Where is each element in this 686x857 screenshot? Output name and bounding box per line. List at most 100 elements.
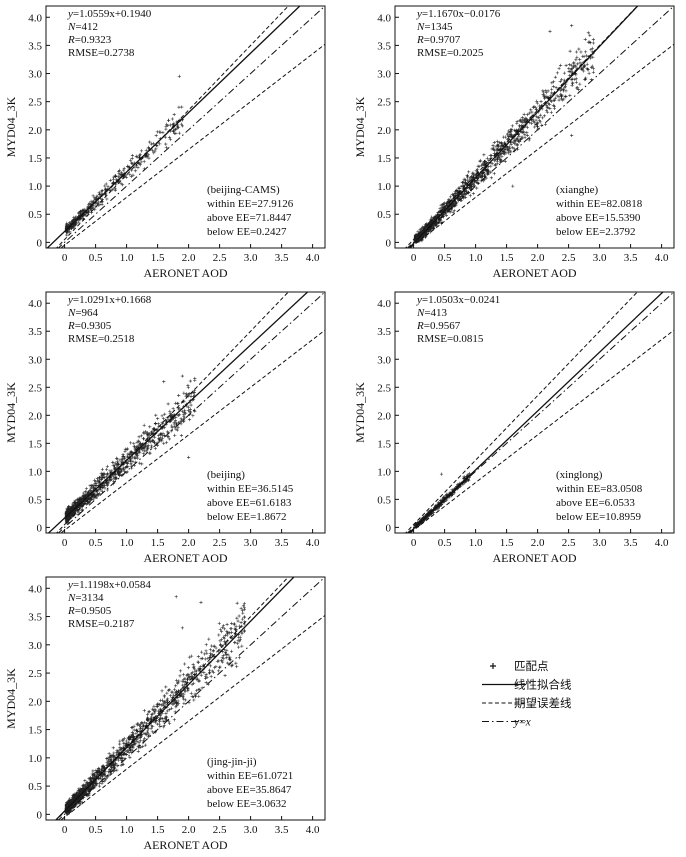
match-point	[153, 708, 157, 712]
match-point	[150, 730, 154, 734]
match-point	[114, 476, 118, 480]
y-tick-label: 0	[37, 809, 43, 821]
match-point	[72, 217, 76, 221]
match-point	[129, 441, 133, 445]
match-point	[220, 626, 224, 630]
match-point	[186, 689, 190, 693]
match-point	[103, 193, 107, 197]
match-point	[123, 449, 127, 453]
match-point	[170, 424, 174, 428]
match-point	[225, 629, 229, 633]
y-axis-label: MYD04_3K	[4, 382, 18, 443]
x-axis-label: AERONET AOD	[143, 838, 227, 852]
match-point	[490, 147, 494, 151]
match-point	[237, 635, 241, 639]
match-point	[226, 653, 230, 657]
match-point	[576, 88, 581, 92]
match-point	[420, 230, 424, 234]
match-point	[551, 84, 555, 89]
match-point	[548, 29, 552, 33]
match-point	[235, 664, 239, 669]
match-point	[581, 54, 585, 58]
match-point	[562, 71, 566, 75]
match-point	[165, 709, 170, 713]
match-point	[591, 70, 595, 74]
match-point	[148, 140, 152, 144]
match-point	[182, 679, 186, 683]
legend-label: y=x	[513, 717, 532, 729]
match-point	[558, 79, 562, 84]
match-point	[168, 137, 172, 142]
match-point	[156, 702, 160, 706]
match-point	[555, 94, 559, 98]
match-point	[185, 673, 190, 677]
match-point	[221, 653, 225, 658]
match-point	[516, 140, 521, 144]
match-point	[205, 651, 209, 655]
match-point	[134, 154, 138, 158]
match-point	[230, 630, 234, 635]
match-point	[139, 745, 143, 749]
match-point	[187, 418, 192, 422]
match-point	[83, 489, 88, 494]
match-point	[583, 37, 587, 41]
y-tick-label: 2.0	[28, 410, 42, 422]
match-point	[105, 197, 109, 201]
y-tick-label: 3.0	[28, 69, 42, 81]
match-point	[503, 159, 507, 163]
sample-count: N=1345	[416, 21, 453, 33]
x-tick-label: 2.5	[562, 252, 576, 264]
match-point	[467, 186, 471, 190]
x-tick-label: 1.0	[469, 537, 483, 549]
match-point	[164, 142, 168, 146]
match-point	[79, 802, 83, 806]
match-point	[86, 490, 91, 494]
match-point	[158, 438, 162, 442]
match-point	[584, 50, 588, 54]
match-point	[199, 600, 203, 605]
match-point	[185, 677, 189, 681]
match-point	[229, 621, 234, 626]
rmse: RMSE=0.2738	[68, 47, 135, 59]
match-point	[562, 78, 566, 82]
match-point	[120, 457, 124, 461]
y-tick-label: 3.5	[377, 326, 391, 338]
rmse: RMSE=0.2187	[68, 618, 135, 630]
match-point	[179, 417, 183, 421]
match-point	[209, 674, 213, 679]
y-tick-label: 4.0	[28, 12, 42, 24]
match-point	[541, 90, 546, 94]
match-point	[199, 673, 203, 677]
match-point	[98, 192, 102, 196]
legend-item-dashdot: y=x	[482, 717, 532, 729]
match-point	[437, 505, 441, 509]
match-point	[131, 173, 135, 177]
match-point	[123, 743, 127, 747]
match-point	[150, 712, 154, 716]
y-tick-label: 2.5	[28, 97, 42, 109]
match-point	[105, 467, 109, 471]
match-point	[516, 133, 520, 137]
y-tick-label: 3.0	[28, 640, 42, 652]
match-point	[168, 123, 172, 127]
match-point	[242, 607, 246, 612]
match-point	[92, 196, 97, 200]
match-point	[471, 171, 475, 175]
match-point	[519, 136, 523, 140]
match-point	[553, 98, 557, 103]
match-point	[65, 507, 70, 511]
match-point	[130, 730, 134, 735]
y-axis-label: MYD04_3K	[4, 668, 18, 729]
match-point	[168, 409, 172, 413]
match-point	[429, 220, 433, 225]
legend-item-dashed: 期望误差线	[482, 696, 572, 710]
match-point	[445, 209, 449, 213]
match-point	[475, 186, 479, 190]
correlation: R=0.9505	[67, 605, 112, 617]
match-point	[451, 210, 455, 214]
match-point	[133, 456, 137, 461]
x-tick-label: 2.0	[182, 537, 196, 549]
match-point	[472, 180, 476, 184]
match-point	[192, 665, 196, 669]
match-point	[161, 434, 165, 438]
